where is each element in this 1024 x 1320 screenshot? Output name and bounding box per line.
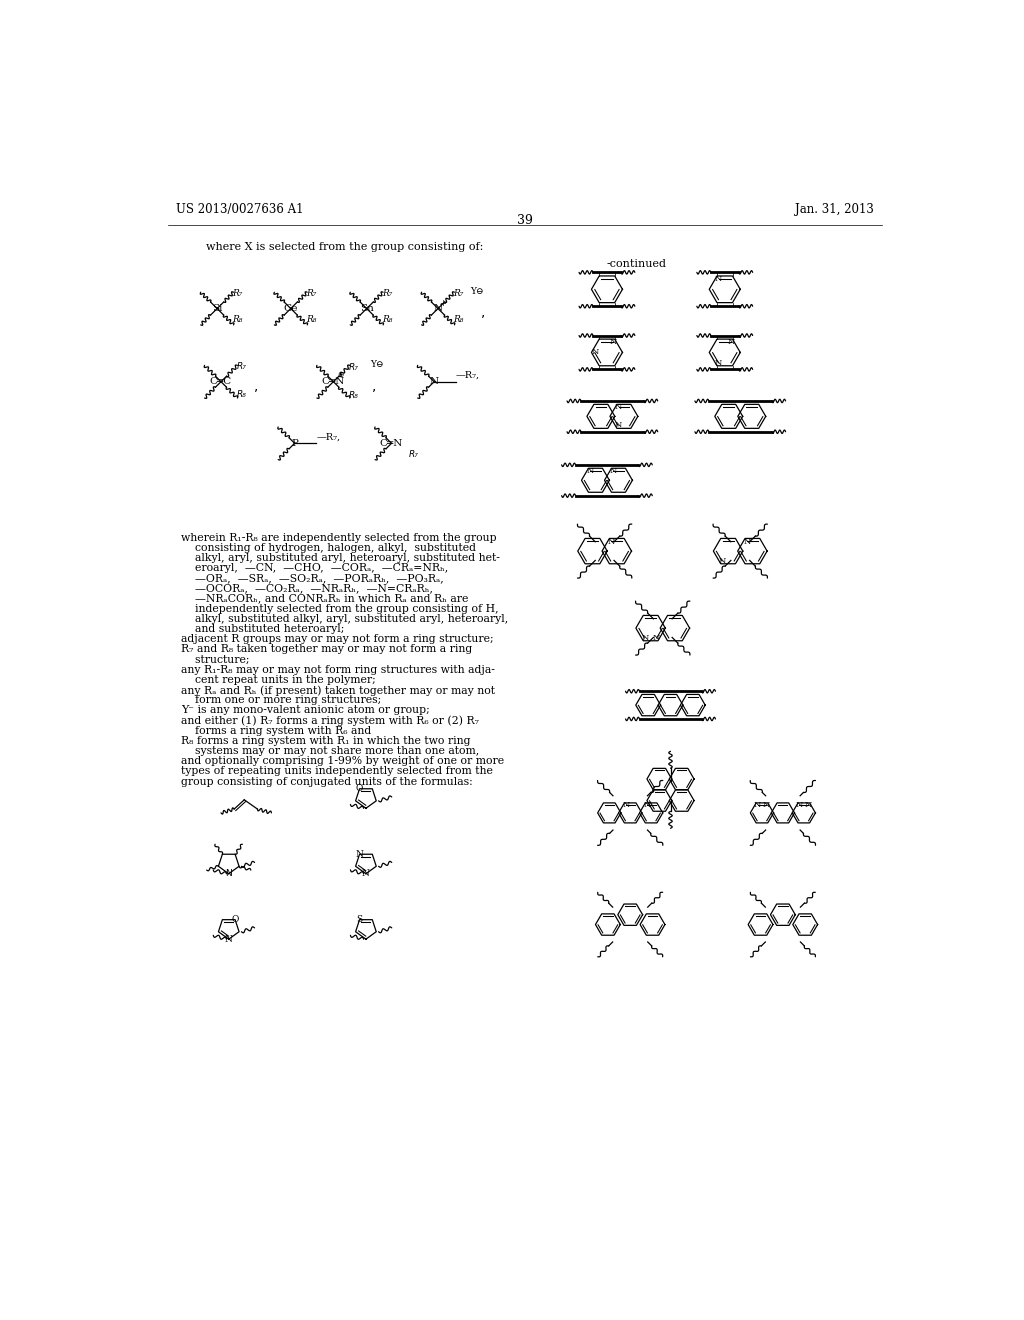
Text: R₈: R₈ [306, 315, 316, 323]
Text: types of repeating units independently selected from the: types of repeating units independently s… [180, 767, 493, 776]
Text: form one or more ring structures;: form one or more ring structures; [180, 696, 381, 705]
Text: —R₇,: —R₇, [316, 433, 340, 442]
Text: R₇: R₇ [454, 289, 464, 297]
Text: N: N [587, 467, 594, 475]
Text: wherein R₁-R₈ are independently selected from the group: wherein R₁-R₈ are independently selected… [180, 533, 497, 543]
Text: N: N [225, 935, 232, 944]
Text: +: + [439, 298, 446, 308]
Text: R₈: R₈ [454, 315, 464, 323]
Text: N: N [754, 801, 761, 809]
Text: R₈: R₈ [382, 315, 392, 323]
Text: R₇ and R₈ taken together may or may not form a ring: R₇ and R₈ taken together may or may not … [180, 644, 472, 655]
Text: N: N [652, 634, 659, 642]
Text: Ge: Ge [284, 304, 298, 313]
Text: any R₁-R₈ may or may not form ring structures with adja-: any R₁-R₈ may or may not form ring struc… [180, 665, 495, 675]
Text: ,: , [372, 379, 377, 392]
Text: —R₇,: —R₇, [456, 371, 480, 380]
Text: R₇: R₇ [232, 289, 243, 297]
Text: eroaryl,  —CN,  —CHO,  —CORₐ,  —CRₐ=NRₕ,: eroaryl, —CN, —CHO, —CORₐ, —CRₐ=NRₕ, [180, 564, 447, 573]
Text: O: O [356, 784, 364, 793]
Text: independently selected from the group consisting of H,: independently selected from the group co… [180, 603, 499, 614]
Text: —OCORₐ,  —CO₂Rₐ,  —NRₐRₕ,  —N=CRₐRₕ,: —OCORₐ, —CO₂Rₐ, —NRₐRₕ, —N=CRₐRₕ, [180, 583, 433, 594]
Text: O: O [231, 915, 239, 924]
Text: N: N [591, 348, 599, 356]
Text: N: N [609, 467, 616, 475]
Text: ,: , [480, 305, 485, 319]
Text: —ORₐ,  —SRₐ,  —SO₂Rₐ,  —PORₐRₕ,  —PO₃Rₐ,: —ORₐ, —SRₐ, —SO₂Rₐ, —PORₐRₕ, —PO₃Rₐ, [180, 573, 443, 583]
Text: —NRₐCORₕ, and CONRₐRₕ in which Rₐ and Rₕ are: —NRₐCORₕ, and CONRₐRₕ in which Rₐ and Rₕ… [180, 594, 468, 603]
Text: N: N [615, 404, 623, 412]
Text: R₈: R₈ [349, 391, 358, 400]
Text: N: N [727, 338, 734, 346]
Text: and optionally comprising 1-99% by weight of one or more: and optionally comprising 1-99% by weigh… [180, 756, 504, 766]
Text: Sn: Sn [359, 304, 374, 313]
Text: alkyl, aryl, substituted aryl, heteroaryl, substituted het-: alkyl, aryl, substituted aryl, heteroary… [180, 553, 500, 562]
Text: N: N [715, 359, 722, 367]
Text: Jan. 31, 2013: Jan. 31, 2013 [795, 203, 873, 216]
Text: N: N [796, 801, 803, 809]
Text: ,: , [254, 379, 258, 392]
Text: N: N [805, 801, 812, 809]
Text: R₇: R₇ [349, 363, 358, 372]
Text: R₈: R₈ [237, 389, 247, 399]
Text: N: N [607, 537, 615, 545]
Text: N: N [433, 304, 442, 313]
Text: US 2013/0027636 A1: US 2013/0027636 A1 [176, 203, 303, 216]
Text: N: N [362, 870, 370, 878]
Text: consisting of hydrogen, halogen, alkyl,  substituted: consisting of hydrogen, halogen, alkyl, … [180, 543, 476, 553]
Text: Y⊖: Y⊖ [471, 288, 484, 296]
Text: structure;: structure; [180, 655, 249, 664]
Text: R₈: R₈ [232, 315, 243, 323]
Text: P: P [291, 438, 298, 447]
Text: ⊕: ⊕ [337, 371, 343, 379]
Text: forms a ring system with R₆ and: forms a ring system with R₆ and [180, 726, 371, 735]
Text: group consisting of conjugated units of the formulas:: group consisting of conjugated units of … [180, 776, 472, 787]
Text: R₇: R₇ [237, 362, 247, 371]
Text: N: N [355, 850, 364, 859]
Text: N: N [715, 275, 722, 282]
Text: N: N [429, 378, 438, 387]
Text: cent repeat units in the polymer;: cent repeat units in the polymer; [180, 675, 376, 685]
Text: C═C: C═C [210, 378, 232, 387]
Text: N: N [225, 870, 232, 878]
Text: and either (1) R₇ forms a ring system with R₆ or (2) R₇: and either (1) R₇ forms a ring system wi… [180, 715, 478, 726]
Text: N: N [643, 801, 650, 809]
Text: N: N [763, 801, 770, 809]
Text: N: N [719, 557, 726, 565]
Text: S: S [356, 915, 362, 924]
Text: R₇: R₇ [409, 450, 419, 459]
Text: N: N [641, 634, 649, 642]
Text: adjacent R groups may or may not form a ring structure;: adjacent R groups may or may not form a … [180, 635, 494, 644]
Text: any Rₐ and Rₕ (if present) taken together may or may not: any Rₐ and Rₕ (if present) taken togethe… [180, 685, 495, 696]
Text: C═N: C═N [322, 378, 345, 387]
Text: N: N [743, 537, 751, 545]
Text: -continued: -continued [607, 259, 667, 269]
Text: N: N [615, 421, 623, 429]
Text: Si: Si [212, 304, 222, 313]
Text: 39: 39 [517, 214, 532, 227]
Text: R₇: R₇ [306, 289, 316, 297]
Text: Y⁻ is any mono-valent anionic atom or group;: Y⁻ is any mono-valent anionic atom or gr… [180, 705, 429, 715]
Text: N: N [609, 338, 616, 346]
Text: Y⊖: Y⊖ [371, 360, 384, 370]
Text: R₈ forms a ring system with R₁ in which the two ring: R₈ forms a ring system with R₁ in which … [180, 737, 470, 746]
Text: where X is selected from the group consisting of:: where X is selected from the group consi… [206, 242, 483, 252]
Text: systems may or may not share more than one atom,: systems may or may not share more than o… [180, 746, 479, 756]
Text: N: N [623, 801, 630, 809]
Text: C═N: C═N [380, 438, 403, 447]
Text: R₇: R₇ [382, 289, 392, 297]
Text: alkyl, substituted alkyl, aryl, substituted aryl, heteroaryl,: alkyl, substituted alkyl, aryl, substitu… [180, 614, 508, 624]
Text: and substituted heteroaryl;: and substituted heteroaryl; [180, 624, 344, 634]
